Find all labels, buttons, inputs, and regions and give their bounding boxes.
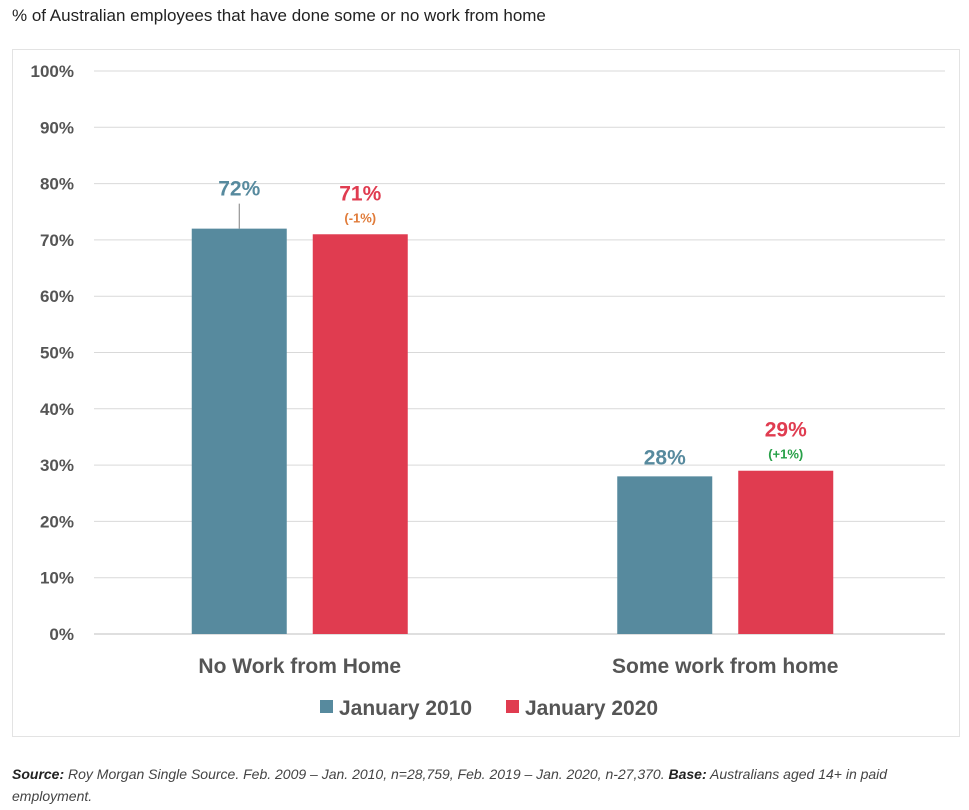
x-category-label: No Work from Home xyxy=(198,655,401,678)
source-note: Source: Roy Morgan Single Source. Feb. 2… xyxy=(12,763,942,807)
data-label: 29% xyxy=(765,419,807,442)
bar-chart: 0% 10% 20% 30% 40% 50% 60% 70% 80% 90% 100% 72% 71% (… xyxy=(31,62,945,720)
y-tick-label: 0% xyxy=(49,625,74,644)
x-category-label: Some work from home xyxy=(612,655,838,678)
y-tick-label: 100% xyxy=(31,62,74,81)
y-tick-label: 20% xyxy=(40,512,74,531)
bar xyxy=(191,228,287,634)
y-tick-label: 10% xyxy=(40,569,74,588)
y-tick-label: 50% xyxy=(40,344,74,363)
legend-swatch xyxy=(320,700,333,713)
chart-frame xyxy=(12,49,960,737)
y-tick-label: 70% xyxy=(40,231,74,250)
y-tick-label: 90% xyxy=(40,118,74,137)
legend-swatch xyxy=(506,700,519,713)
change-label: (-1%) xyxy=(344,210,376,225)
chart-title: % of Australian employees that have done… xyxy=(12,6,546,25)
bar xyxy=(617,476,713,634)
data-label: 72% xyxy=(218,178,260,201)
y-tick-label: 30% xyxy=(40,456,74,475)
change-label: (+1%) xyxy=(768,447,803,462)
y-tick-label: 80% xyxy=(40,175,74,194)
base-text: Australians aged 14+ in paid employment. xyxy=(12,766,888,804)
y-tick-label: 40% xyxy=(40,400,74,419)
source-label: Source: xyxy=(12,766,65,782)
bar xyxy=(738,470,834,634)
base-label: Base: xyxy=(668,766,707,782)
data-label: 28% xyxy=(644,446,686,469)
legend-label: January 2020 xyxy=(525,697,658,720)
data-label: 71% xyxy=(339,182,381,205)
y-tick-label: 60% xyxy=(40,287,74,306)
source-text: Roy Morgan Single Source. Feb. 2009 – Ja… xyxy=(64,766,669,782)
legend-label: January 2010 xyxy=(339,697,472,720)
bar xyxy=(312,234,408,634)
